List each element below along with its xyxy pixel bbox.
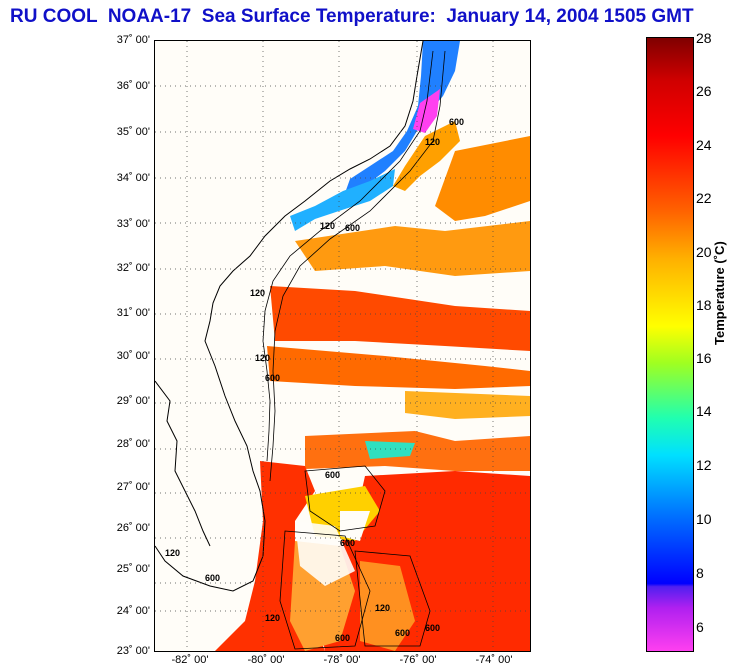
- lon-label: -78˚ 00': [323, 654, 361, 666]
- contour-label: 120: [265, 613, 280, 623]
- contour-label: 120: [255, 353, 270, 363]
- lat-label: 35˚ 00': [116, 126, 150, 138]
- us-coastline: [155, 41, 424, 592]
- colorbar-tick: 6: [696, 619, 704, 635]
- colorbar-tick: 28: [696, 30, 712, 46]
- contour-label: 600: [340, 538, 355, 548]
- colorbar-tick: 18: [696, 297, 712, 313]
- graticule: [155, 41, 530, 651]
- bahamas-contour-1: [304, 465, 386, 532]
- contour-label: 600: [449, 117, 464, 127]
- magenta-water: [413, 89, 440, 133]
- sst-patch-gulfstream-2: [267, 346, 530, 389]
- sst-patch-mid: [405, 391, 530, 419]
- lat-label: 31˚ 00': [116, 307, 150, 319]
- lat-label: 36˚ 00': [116, 80, 150, 92]
- cold-shelf-water-north: [345, 41, 460, 193]
- cool-shelf-edge: [393, 121, 460, 191]
- colorbar-tick: 20: [696, 244, 712, 260]
- sst-map[interactable]: 600 120 600 120 600 120 600 600 120 600 …: [154, 40, 531, 652]
- colorbar-tick: 10: [696, 511, 712, 527]
- lon-label: -82˚ 00': [171, 654, 209, 666]
- colorbar-tick: 16: [696, 350, 712, 366]
- colorbar-tick: 12: [696, 457, 712, 473]
- contour-label: 120: [320, 221, 335, 231]
- contour-label: 600: [205, 573, 220, 583]
- lat-label: 33˚ 00': [116, 218, 150, 230]
- contour-label: 600: [265, 373, 280, 383]
- lat-label: 26˚ 00': [116, 522, 150, 534]
- sst-patch-andros: [360, 561, 415, 651]
- contour-label: 120: [425, 137, 440, 147]
- contour-label: 120: [375, 603, 390, 613]
- sst-map-canvas: 600 120 600 120 600 120 600 600 120 600 …: [155, 41, 530, 651]
- contour-label: 600: [325, 470, 340, 480]
- colorbar-tick: 24: [696, 137, 712, 153]
- contour-label: 600: [345, 223, 360, 233]
- colorbar-tick: 14: [696, 403, 712, 419]
- sst-patch-cyan-streak: [365, 441, 415, 459]
- temperature-colorbar: [646, 37, 694, 652]
- sst-patch-north-offshore: [435, 136, 530, 221]
- lat-label: 24˚ 00': [116, 605, 150, 617]
- lat-label: 37˚ 00': [116, 34, 150, 46]
- colorbar-tick: 22: [696, 190, 712, 206]
- colorbar-tick: 26: [696, 83, 712, 99]
- lat-label: 29˚ 00': [116, 395, 150, 407]
- bahamas-contour-3: [354, 550, 431, 647]
- sst-patch-gulfstream-1: [270, 286, 530, 351]
- florida-gulf-coast: [155, 380, 211, 547]
- cloud-gap-1: [340, 511, 370, 541]
- colorbar-tick: 8: [696, 565, 704, 581]
- lat-label: 27˚ 00': [116, 481, 150, 493]
- cold-shelf-water-carolina: [290, 169, 395, 231]
- lon-label: -76˚ 00': [399, 654, 437, 666]
- sst-patch-cyan-band: [305, 431, 530, 471]
- lon-label: -74˚ 00': [475, 654, 513, 666]
- lon-label: -80˚ 00': [247, 654, 285, 666]
- lat-label: 23˚ 00': [116, 645, 150, 657]
- colorbar-title: Temperature (˚C): [712, 241, 727, 345]
- contour-600: [269, 50, 446, 482]
- map-title: RU COOL NOAA-17 Sea Surface Temperature:…: [10, 6, 694, 27]
- contour-label: 120: [250, 288, 265, 298]
- lat-label: 25˚ 00': [116, 563, 150, 575]
- lat-label: 32˚ 00': [116, 262, 150, 274]
- lat-label: 34˚ 00': [116, 172, 150, 184]
- contour-label: 600: [395, 628, 410, 638]
- lat-label: 30˚ 00': [116, 350, 150, 362]
- contour-label: 120: [165, 548, 180, 558]
- lat-label: 28˚ 00': [116, 438, 150, 450]
- bahamas-contour-2: [279, 530, 371, 650]
- cloud-gap-2: [295, 521, 355, 586]
- contour-label: 600: [425, 623, 440, 633]
- sst-patch-georgia-bight: [295, 221, 530, 276]
- contour-label: 600: [335, 633, 350, 643]
